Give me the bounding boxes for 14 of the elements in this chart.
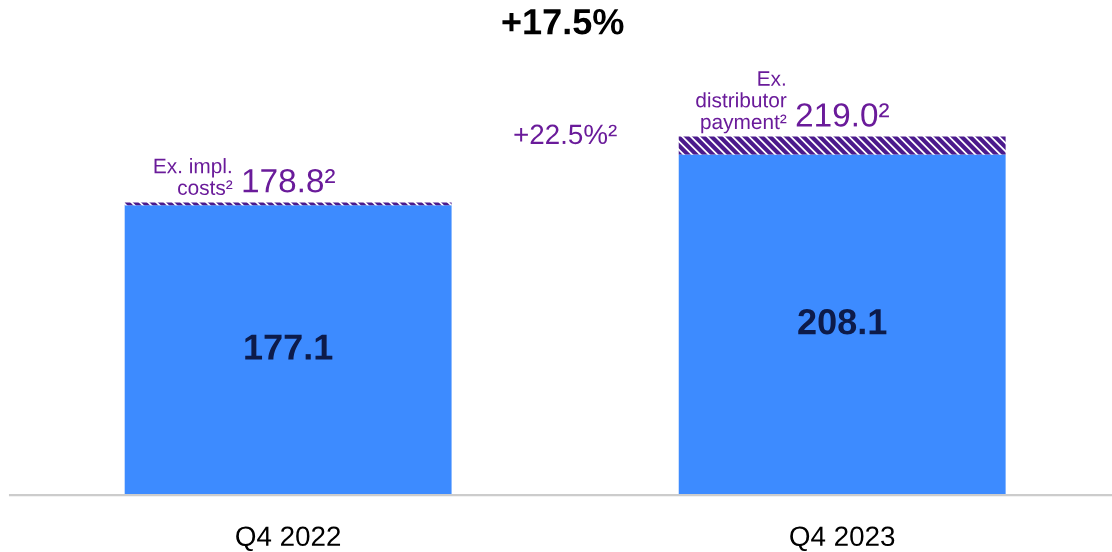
chart-title: +17.5%: [502, 9, 624, 35]
bar: [678, 136, 1006, 155]
annotation: +22.5%²: [514, 124, 617, 145]
total-label: 178.8²: [243, 168, 335, 193]
data-label: 208.1: [798, 308, 887, 335]
annotation: Ex. distributor payment²: [696, 71, 787, 134]
bar: [678, 154, 1006, 496]
x-tick-label: Q4 2022: [236, 526, 341, 552]
bar: [124, 202, 452, 206]
total-label: 219.0²: [796, 103, 889, 127]
data-label: 177.1: [245, 334, 333, 360]
annotation: Ex. impl. costs²: [154, 158, 233, 196]
x-tick-label: Q4 2023: [790, 526, 895, 552]
bar: [124, 205, 452, 496]
